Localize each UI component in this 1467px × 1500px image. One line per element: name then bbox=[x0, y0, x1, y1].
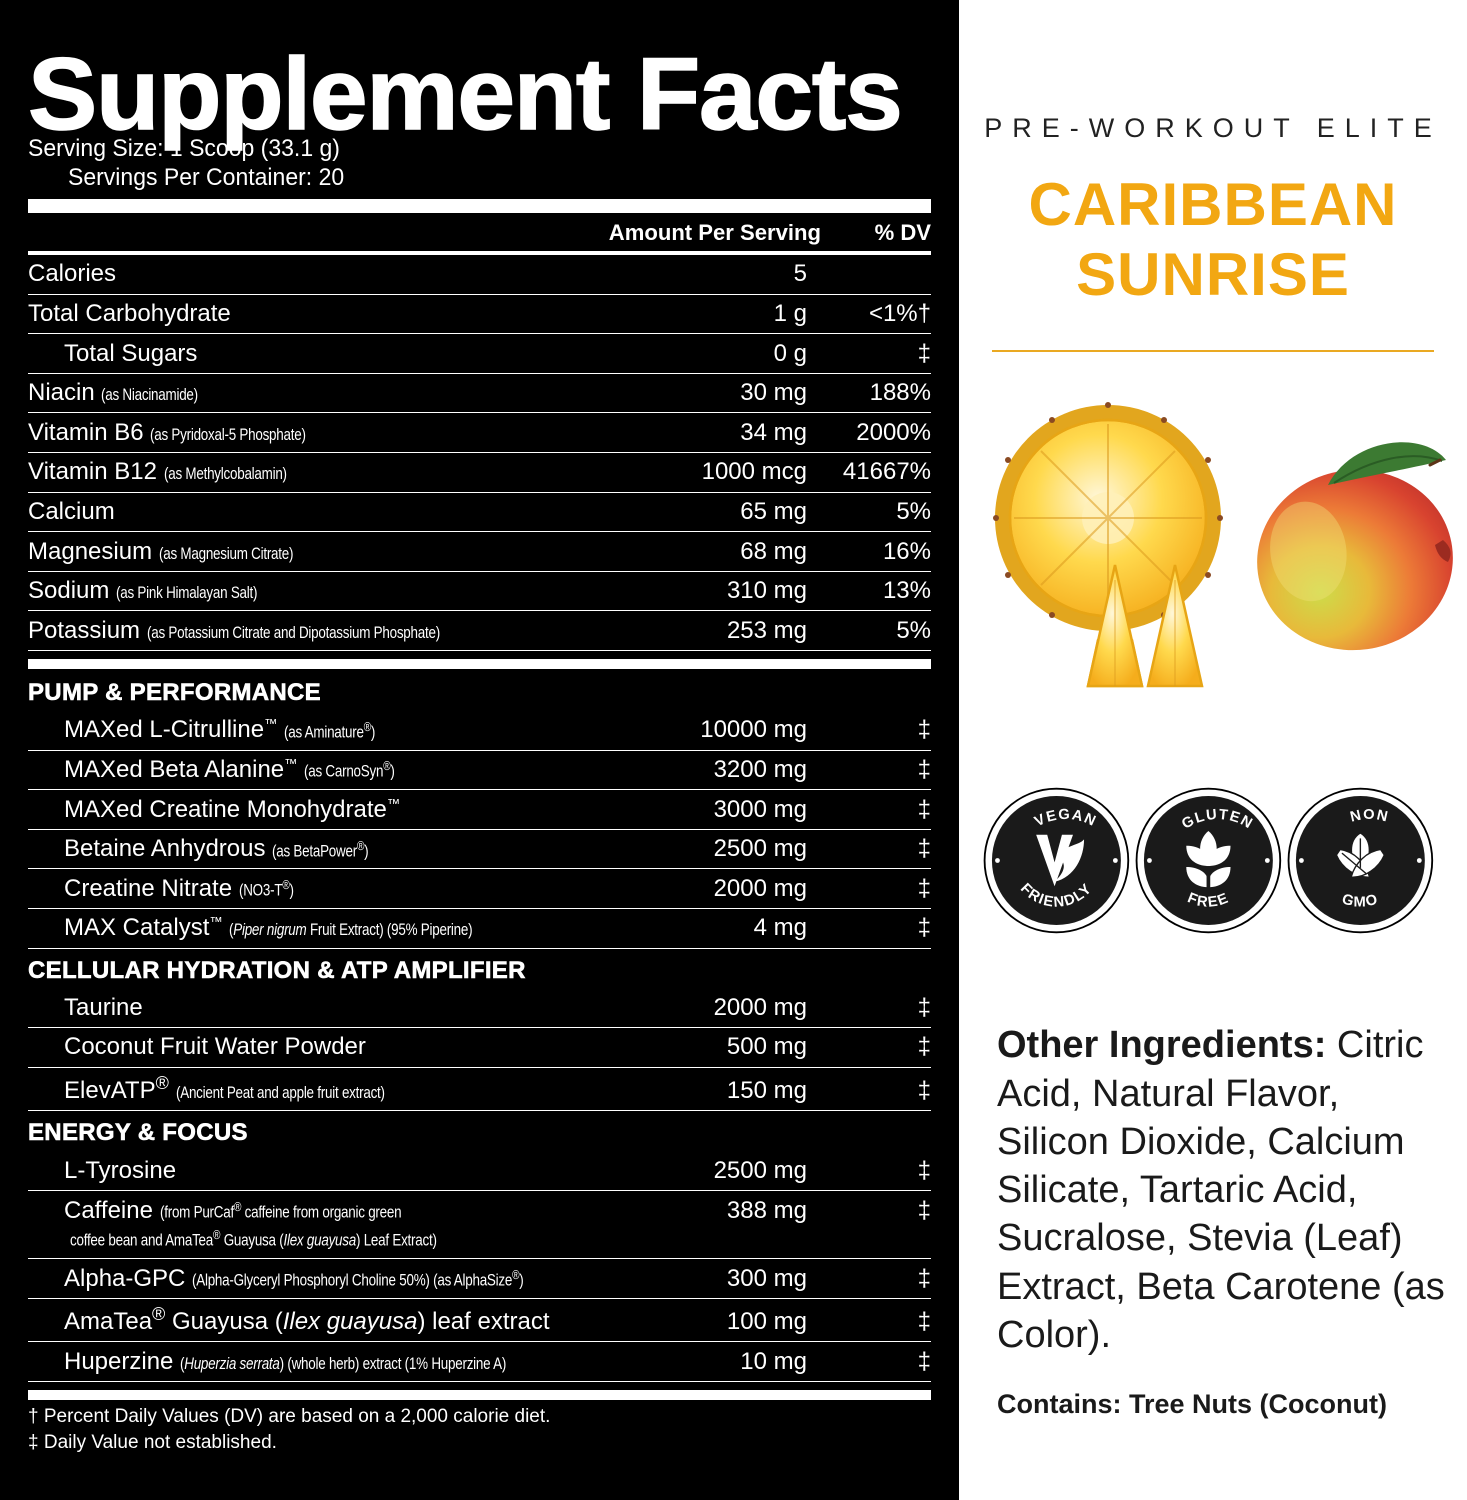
svg-text:NON: NON bbox=[1349, 807, 1391, 826]
